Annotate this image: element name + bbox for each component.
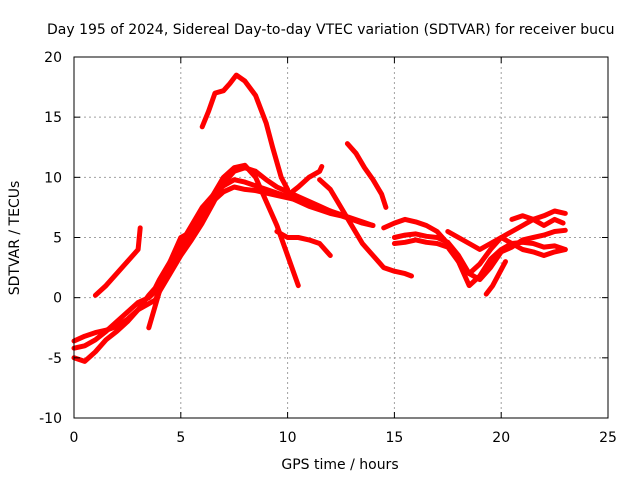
series-arc-10 <box>344 141 389 210</box>
y-tick-label: 15 <box>44 110 62 126</box>
series-arc-14 <box>445 229 568 258</box>
x-tick-label: 5 <box>176 430 185 446</box>
y-tick-label: -10 <box>39 411 62 427</box>
x-tick-label: 15 <box>385 430 403 446</box>
series-arc-7 <box>199 72 291 192</box>
series-arc-8 <box>285 164 325 198</box>
x-tick-label: 25 <box>599 430 617 446</box>
y-tick-label: 10 <box>44 170 62 186</box>
y-tick-label: -5 <box>48 351 62 367</box>
axis-ticks: 0 5 10 15 20 25 -10 -5 0 5 10 15 20 <box>39 50 617 446</box>
y-tick-label: 0 <box>53 291 62 307</box>
y-axis-title: SDTVAR / TECUs <box>7 181 23 296</box>
series-arc-12 <box>391 227 568 283</box>
series-arc-16 <box>509 213 566 228</box>
chart-title: Day 195 of 2024, Sidereal Day-to-day VTE… <box>47 22 615 38</box>
y-tick-label: 20 <box>44 50 62 66</box>
x-tick-label: 20 <box>492 430 510 446</box>
series-arc-9 <box>317 177 414 279</box>
series-arc-4 <box>146 162 301 331</box>
series-arc-15 <box>483 259 508 297</box>
y-tick-label: 5 <box>53 231 62 247</box>
series-arc-13 <box>391 237 568 289</box>
x-axis-title: GPS time / hours <box>281 457 398 473</box>
x-tick-label: 10 <box>279 430 297 446</box>
grid-lines <box>74 57 608 418</box>
data-series <box>71 72 568 364</box>
x-tick-label: 0 <box>70 430 79 446</box>
series-arc-6 <box>92 225 143 298</box>
series-arc-5 <box>274 229 333 258</box>
